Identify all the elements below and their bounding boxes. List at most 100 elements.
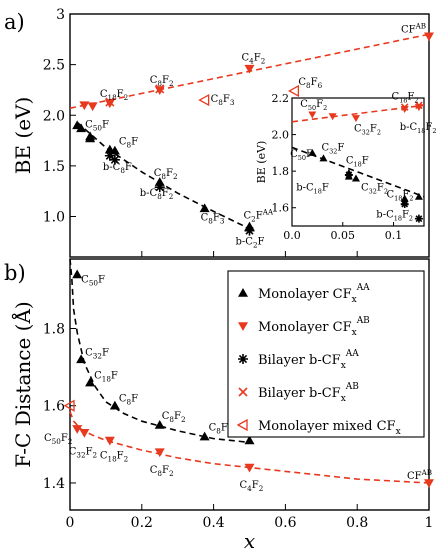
x-tick-label: 1 (425, 515, 434, 531)
annotation-sub: 8 (218, 98, 223, 107)
annotation-sub2: 6 (318, 81, 323, 90)
annotation-main: b-C (400, 122, 418, 133)
legend-label-sup: AA (356, 283, 370, 293)
point-ml_ab (72, 425, 83, 434)
y-tick-label: 1.0 (43, 210, 65, 226)
annotation-main: C (392, 91, 400, 102)
annotation-sub: 8 (157, 79, 162, 88)
inset-data-label: b-C18F2 (400, 122, 436, 135)
y-tick-label: 1.5 (43, 159, 65, 175)
data-label: C8F3 (211, 94, 235, 107)
annotation-sub2: 2 (169, 469, 174, 478)
annotation-main: C (85, 119, 93, 130)
y-tick-label: 2.5 (43, 58, 65, 74)
annotation-sub2: 2 (414, 96, 418, 104)
data-label: C50F (85, 119, 109, 132)
annotation-main: b-C (236, 237, 254, 248)
annotation-main2: F (362, 155, 369, 166)
data-label: C8F3 (201, 212, 225, 225)
point-ml_ab (424, 32, 434, 42)
point-ml_aa (76, 123, 87, 133)
legend-frame (227, 270, 425, 438)
annotation-main2: F (425, 122, 432, 133)
annotation-main2: F (377, 182, 384, 193)
annotation-sub2: 2 (173, 172, 178, 181)
inset-point-ml_aa (351, 174, 360, 182)
annotation-main2: F (117, 89, 124, 100)
annotation-sub: 8 (208, 216, 213, 225)
annotation-main: C (322, 142, 330, 153)
annotation-main2: F (402, 189, 409, 200)
inset-y-axis-label: BE (eV) (255, 141, 268, 184)
y-axis-label: BE (eV) (11, 97, 35, 175)
annotation-sub2: 3 (230, 98, 235, 107)
inset-data-label: C18F2 (392, 91, 419, 104)
legend-label-main: Monolayer CF (258, 320, 352, 335)
data-label: C2FAA (244, 208, 274, 224)
inset-data-label: C50F2 (300, 99, 327, 112)
annotation-sub2: 2 (93, 450, 98, 459)
annotation-sub: 8 (161, 172, 166, 181)
annotation-main: b-C (103, 162, 121, 173)
data-label: C50F2 (44, 433, 72, 446)
annotation-sub: 18 (102, 375, 112, 384)
annotation-main: C (100, 450, 108, 461)
annotation-main2: F (256, 211, 263, 222)
point-ml_aa (244, 435, 255, 445)
data-label: C8F2 (162, 411, 186, 424)
annotation-main: C (44, 433, 52, 444)
y-tick-label: 1.8 (43, 322, 65, 338)
annotation-sub: 18 (354, 160, 362, 168)
legend-label-sup: AB (356, 316, 370, 326)
annotation-main2: F (221, 423, 228, 434)
data-label: C18F2 (100, 450, 128, 463)
annotation-main: C (94, 371, 102, 382)
inset-point-ml_ab (308, 111, 317, 119)
annotation-sub: 8 (216, 427, 221, 436)
annotation-main2: F (223, 94, 230, 105)
annotation-main2: F (102, 119, 109, 130)
inset-y-tick-label: 2.0 (272, 129, 290, 142)
annotation-sub: 8 (120, 166, 125, 175)
data-label: C8F (119, 394, 138, 407)
data-label: C4F2 (240, 480, 264, 493)
point-bl_aa (244, 225, 255, 236)
annotation-main: C (346, 155, 354, 166)
annotation-sub: 50 (308, 104, 316, 112)
annotation-sub: 18 (108, 93, 118, 102)
legend-label: Monolayer mixed CFx (258, 419, 401, 437)
legend-marker-ml_ab (238, 322, 248, 331)
annotation-sub: 8 (169, 415, 174, 424)
data-label: b-C8F2 (140, 188, 174, 201)
plot-frame (69, 258, 430, 511)
panel-label: b) (4, 261, 26, 285)
annotation-sub: 8 (306, 81, 311, 90)
legend-marker-bl_aa (238, 354, 248, 364)
inset-data-label: C32F2 (354, 124, 381, 137)
point-bl_ab (105, 97, 115, 107)
annotation-main2: F (337, 142, 344, 153)
annotation-sub: 18 (314, 187, 322, 195)
annotation-main2: F (252, 480, 259, 491)
annotation-main: CF (407, 471, 422, 482)
annotation-sub: 32 (362, 129, 370, 137)
legend-label: Monolayer CFx AA (258, 283, 370, 305)
annotation-main: C (298, 77, 306, 88)
inset-data-label: C50F (290, 149, 313, 162)
point-ml_ab (79, 429, 90, 438)
annotation-main: C (69, 446, 77, 457)
annotation-main: C (100, 89, 108, 100)
annotation-sub2: 2 (323, 104, 327, 112)
inset-point-bl_ab (400, 103, 409, 111)
annotation-main2: F (162, 75, 169, 86)
point-ml_ab (244, 64, 255, 74)
data-label: b-C2F (236, 237, 265, 250)
annotation-sub: 8 (157, 192, 162, 201)
annotation-main2: F (370, 124, 377, 135)
annotation-main: C (354, 124, 362, 135)
annotation-sub: 18 (394, 215, 402, 223)
inset-x-tick-label: 0.0 (283, 229, 301, 242)
annotation-main2: F (162, 188, 169, 199)
